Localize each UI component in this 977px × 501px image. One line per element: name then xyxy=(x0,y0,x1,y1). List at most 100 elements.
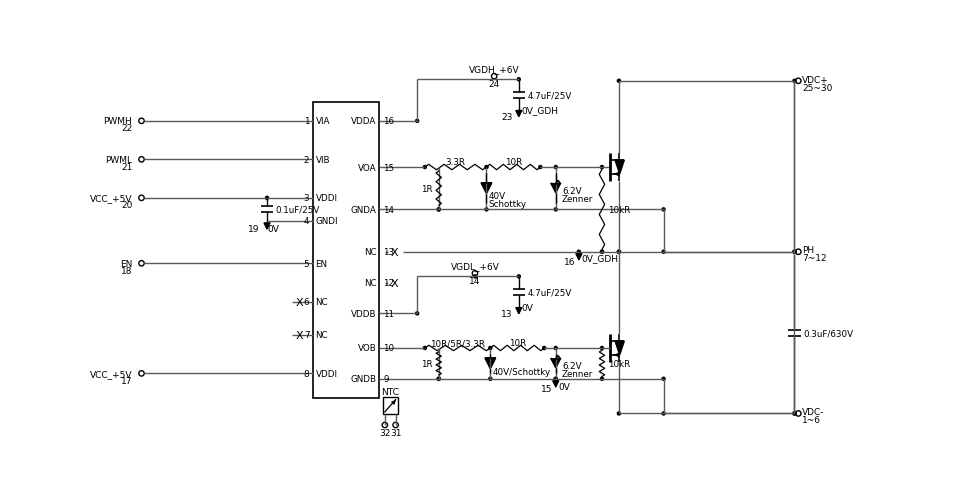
Text: NC: NC xyxy=(363,248,376,257)
Text: 7: 7 xyxy=(304,331,310,340)
Circle shape xyxy=(793,412,796,415)
Text: VDDI: VDDI xyxy=(316,369,337,378)
Circle shape xyxy=(485,208,488,211)
Text: 10kR: 10kR xyxy=(608,205,630,214)
Text: X: X xyxy=(296,330,303,340)
Circle shape xyxy=(488,377,491,381)
Circle shape xyxy=(415,312,419,315)
Text: NC: NC xyxy=(363,279,376,288)
Circle shape xyxy=(554,377,557,381)
Text: 16: 16 xyxy=(565,258,575,267)
Circle shape xyxy=(437,208,441,211)
Text: EN: EN xyxy=(316,260,327,268)
Text: 0.1uF/25V: 0.1uF/25V xyxy=(276,205,319,214)
Text: VDDA: VDDA xyxy=(351,117,376,126)
Text: 1~6: 1~6 xyxy=(802,415,821,424)
Text: NC: NC xyxy=(316,331,328,340)
Text: VOB: VOB xyxy=(358,344,376,353)
Circle shape xyxy=(554,166,557,169)
Text: VDC-: VDC- xyxy=(802,408,825,416)
Text: 2: 2 xyxy=(304,155,310,164)
Text: 0V_GDH: 0V_GDH xyxy=(581,253,618,262)
Text: 12: 12 xyxy=(383,279,395,288)
Text: 6: 6 xyxy=(304,298,310,307)
Circle shape xyxy=(617,250,620,254)
Circle shape xyxy=(601,250,604,254)
Text: 23: 23 xyxy=(501,113,513,121)
Text: 6.2V: 6.2V xyxy=(562,362,581,370)
Text: VIB: VIB xyxy=(316,155,330,164)
Text: Zenner: Zenner xyxy=(562,369,593,378)
Text: GNDA: GNDA xyxy=(351,205,376,214)
Text: PWML: PWML xyxy=(106,155,132,164)
Text: 1R: 1R xyxy=(421,359,433,368)
Text: 24: 24 xyxy=(488,80,500,89)
Circle shape xyxy=(266,197,269,200)
Text: VGDL_+6V: VGDL_+6V xyxy=(450,262,499,271)
Text: X: X xyxy=(390,278,398,288)
Circle shape xyxy=(415,120,419,123)
Text: 19: 19 xyxy=(248,224,259,233)
Circle shape xyxy=(601,250,604,254)
Circle shape xyxy=(539,166,542,169)
Circle shape xyxy=(542,347,546,350)
Bar xyxy=(383,397,398,414)
Text: 17: 17 xyxy=(121,376,132,385)
Text: 4.7uF/25V: 4.7uF/25V xyxy=(528,91,572,100)
Text: VDDB: VDDB xyxy=(351,309,376,318)
Text: 0V_GDH: 0V_GDH xyxy=(521,106,558,115)
Text: VCC_+5V: VCC_+5V xyxy=(90,369,132,378)
Circle shape xyxy=(793,250,796,254)
Text: 10R: 10R xyxy=(505,158,522,167)
Text: NTC: NTC xyxy=(381,387,400,396)
Circle shape xyxy=(437,377,441,381)
Circle shape xyxy=(423,166,426,169)
Text: PWMH: PWMH xyxy=(104,117,132,126)
Text: 13: 13 xyxy=(383,248,395,257)
Circle shape xyxy=(554,208,557,211)
Text: 10kR: 10kR xyxy=(608,359,630,368)
Polygon shape xyxy=(616,161,624,175)
Text: GNDI: GNDI xyxy=(316,217,338,226)
Polygon shape xyxy=(616,341,624,355)
Circle shape xyxy=(485,166,488,169)
Polygon shape xyxy=(481,183,491,194)
Text: 4: 4 xyxy=(304,217,310,226)
Text: 18: 18 xyxy=(121,266,132,275)
Bar xyxy=(314,102,379,398)
Text: 21: 21 xyxy=(121,162,132,171)
Polygon shape xyxy=(485,358,495,369)
Text: X: X xyxy=(390,247,398,257)
Polygon shape xyxy=(551,359,561,368)
Circle shape xyxy=(662,208,665,211)
Text: 14: 14 xyxy=(469,277,481,286)
Text: 8: 8 xyxy=(304,369,310,378)
Text: 4.7uF/25V: 4.7uF/25V xyxy=(528,288,572,297)
Text: 14: 14 xyxy=(383,205,395,214)
Circle shape xyxy=(793,412,796,415)
Circle shape xyxy=(617,250,620,254)
Text: 10R/5R/3.3R: 10R/5R/3.3R xyxy=(430,338,486,347)
Text: 25~30: 25~30 xyxy=(802,84,832,93)
Text: 0V: 0V xyxy=(558,382,570,391)
Text: 40V/Schottky: 40V/Schottky xyxy=(492,367,551,376)
Circle shape xyxy=(617,412,620,415)
Text: 5: 5 xyxy=(304,260,310,268)
Circle shape xyxy=(793,80,796,83)
Circle shape xyxy=(554,347,557,350)
Text: 7~12: 7~12 xyxy=(802,253,827,262)
Circle shape xyxy=(517,79,521,82)
Circle shape xyxy=(793,250,796,254)
Text: 3.3R: 3.3R xyxy=(446,158,466,167)
Text: 1: 1 xyxy=(304,117,310,126)
Circle shape xyxy=(554,377,557,381)
Text: 16: 16 xyxy=(383,117,395,126)
Text: X: X xyxy=(296,297,303,307)
Text: NC: NC xyxy=(316,298,328,307)
Circle shape xyxy=(474,275,477,279)
Text: VCC_+5V: VCC_+5V xyxy=(90,194,132,203)
Circle shape xyxy=(437,377,441,381)
Text: 40V: 40V xyxy=(488,192,506,201)
Text: VDC+: VDC+ xyxy=(802,76,828,85)
Text: 13: 13 xyxy=(501,309,513,318)
